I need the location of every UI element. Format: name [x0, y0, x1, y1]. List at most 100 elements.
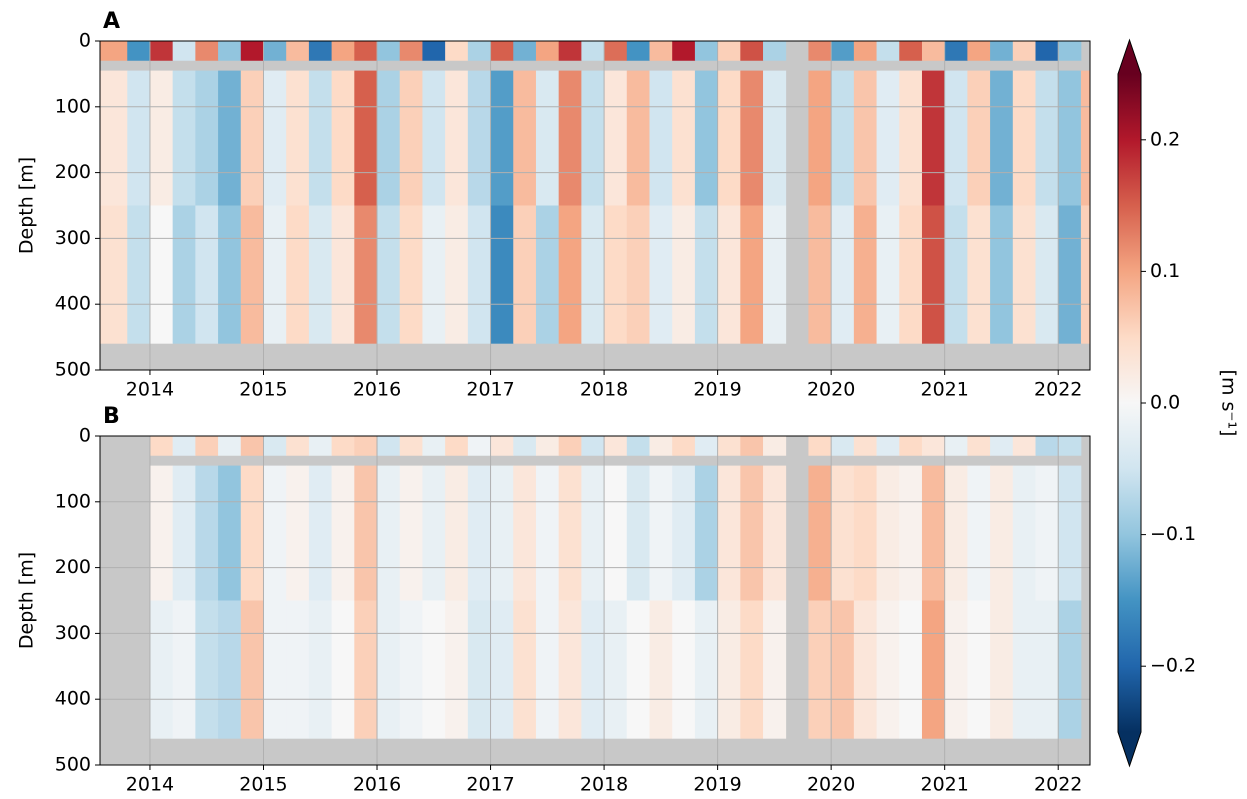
heatmap-cell [263, 600, 287, 739]
heatmap-cell [149, 205, 174, 344]
heatmap-cell [1035, 465, 1059, 601]
heatmap-cell [990, 41, 1014, 61]
heatmap-cell [740, 600, 764, 739]
heatmap-cell [263, 205, 287, 344]
x-tick-label: 2020 [807, 379, 855, 401]
heatmap-cell [899, 205, 923, 344]
heatmap-cell [195, 41, 219, 61]
heatmap-cell [263, 70, 287, 206]
heatmap-cell [1035, 205, 1059, 344]
heatmap-cell [399, 41, 423, 61]
heatmap-cell [240, 41, 264, 61]
heatmap-cell [286, 70, 310, 206]
y-tick-label: 300 [55, 622, 91, 644]
heatmap-cell [808, 600, 832, 739]
heatmap-cell [286, 600, 310, 739]
y-tick-label: 500 [55, 754, 91, 776]
heatmap-cell [445, 436, 469, 456]
heatmap-cell [899, 70, 923, 206]
heatmap-cell [1012, 600, 1036, 739]
heatmap-cell [626, 41, 650, 61]
heatmap-cell [672, 41, 696, 61]
heatmap-cell [399, 205, 423, 344]
heatmap-cell [149, 600, 174, 739]
x-tick-label: 2019 [693, 774, 741, 796]
heatmap-cell [354, 436, 378, 456]
heatmap-cell [717, 41, 741, 61]
heatmap-cell [377, 205, 401, 344]
heatmap-cell [581, 70, 605, 206]
heatmap-cell [990, 70, 1014, 206]
heatmap-cell [763, 600, 787, 739]
heatmap-cell [740, 70, 764, 206]
heatmap-cell [422, 436, 446, 456]
heatmap-cell [604, 205, 628, 344]
heatmap-cell [263, 465, 287, 601]
heatmap-cell [490, 465, 514, 601]
heatmap-cell [172, 465, 196, 601]
heatmap-cell [467, 70, 491, 206]
plot-frame [99, 435, 1091, 766]
heatmap-cell [1035, 70, 1059, 206]
y-tick-label: 300 [55, 227, 91, 249]
heatmap-cell [354, 41, 378, 61]
heatmap-cell [1058, 600, 1082, 739]
x-tick-label: 2018 [580, 379, 628, 401]
heatmap-cell [694, 70, 719, 206]
heatmap-cell [195, 600, 219, 739]
heatmap-cell [626, 600, 650, 739]
colorbar-body [1118, 74, 1141, 732]
heatmap-cell [990, 600, 1014, 739]
heatmap-cell [467, 436, 491, 456]
heatmap-cell [876, 600, 900, 739]
heatmap-cell [100, 205, 128, 344]
x-tick-label: 2017 [466, 774, 514, 796]
heatmap-cell [717, 600, 741, 739]
heatmap-cell [445, 70, 469, 206]
heatmap-cell [195, 465, 219, 601]
heatmap-cell [490, 70, 514, 206]
heatmap-cell [649, 41, 673, 61]
heatmap-cell [467, 41, 491, 61]
heatmap-cell [808, 465, 832, 601]
heatmap-cell [581, 41, 605, 61]
heatmap-cell [581, 205, 605, 344]
heatmap-cell [513, 70, 537, 206]
heatmap-cell [558, 70, 582, 206]
x-tick-label: 2015 [239, 774, 287, 796]
heatmap-cell [422, 70, 446, 206]
heatmap-cell [286, 41, 310, 61]
heatmap-cell [100, 70, 128, 206]
heatmap-cell [218, 41, 242, 61]
heatmap-cell [853, 205, 877, 344]
heatmap-cell [445, 41, 469, 61]
heatmap-cell [763, 436, 787, 456]
heatmap-cell [581, 465, 605, 601]
heatmap-cell [1058, 70, 1082, 206]
y-axis-label: Depth [m] [16, 157, 38, 254]
heatmap-cell [331, 70, 355, 206]
colorbar-tick-label: 0.0 [1150, 392, 1180, 414]
heatmap-cell [399, 600, 423, 739]
heatmap-cell [149, 465, 174, 601]
heatmap-cell [513, 465, 537, 601]
heatmap-cell [990, 436, 1014, 456]
heatmap-cell [467, 465, 491, 601]
y-tick-label: 500 [55, 359, 91, 381]
heatmap-cell [717, 205, 741, 344]
heatmap-cell [377, 70, 401, 206]
x-tick-label: 2022 [1034, 379, 1082, 401]
heatmap-cell [513, 600, 537, 739]
heatmap-cell [535, 465, 560, 601]
heatmap-cell [377, 465, 401, 601]
heatmap-cell [944, 436, 968, 456]
heatmap-cell [331, 205, 355, 344]
colorbar-tick-label: 0.1 [1150, 260, 1180, 282]
heatmap-cell [240, 205, 264, 344]
heatmap-cell [308, 41, 333, 61]
y-tick-label: 100 [55, 490, 91, 512]
heatmap-cell [558, 465, 582, 601]
heatmap-cell [853, 70, 877, 206]
heatmap-cell [649, 600, 673, 739]
heatmap-cell [354, 600, 378, 739]
